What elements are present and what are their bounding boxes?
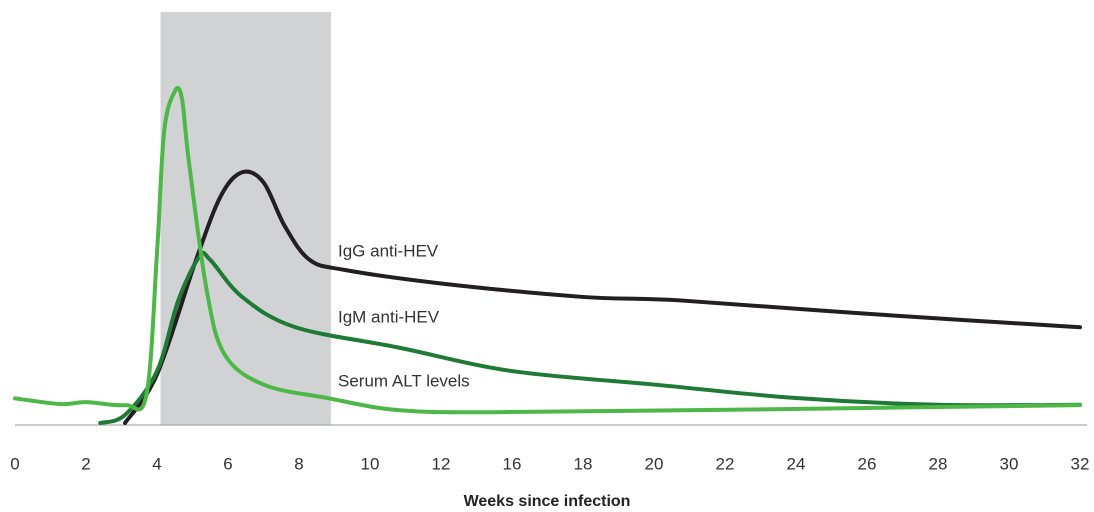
x-tick-label: 0 bbox=[10, 454, 19, 473]
shaded-period bbox=[160, 12, 331, 425]
x-tick-label: 10 bbox=[361, 454, 380, 473]
x-tick-label: 12 bbox=[432, 454, 451, 473]
x-tick-label: 30 bbox=[1000, 454, 1019, 473]
series-label: IgM anti-HEV bbox=[338, 307, 440, 326]
x-tick-label: 20 bbox=[645, 454, 664, 473]
series-line bbox=[13, 85, 1082, 415]
x-tick-label: 32 bbox=[1071, 454, 1090, 473]
series-label: Serum ALT levels bbox=[338, 371, 470, 390]
x-tick-label: 22 bbox=[716, 454, 735, 473]
x-tick-label: 8 bbox=[294, 454, 303, 473]
series-line bbox=[98, 250, 1082, 425]
x-tick-label: 26 bbox=[858, 454, 877, 473]
x-tick-label: 4 bbox=[152, 454, 161, 473]
x-tick-label: 2 bbox=[81, 454, 90, 473]
x-tick-label: 28 bbox=[929, 454, 948, 473]
x-tick-label: 16 bbox=[503, 454, 522, 473]
series-label: IgG anti-HEV bbox=[338, 241, 439, 260]
x-axis-label: Weeks since infection bbox=[464, 493, 631, 510]
x-tick-label: 18 bbox=[574, 454, 593, 473]
x-tick-label: 6 bbox=[223, 454, 232, 473]
x-tick-label: 24 bbox=[787, 454, 806, 473]
